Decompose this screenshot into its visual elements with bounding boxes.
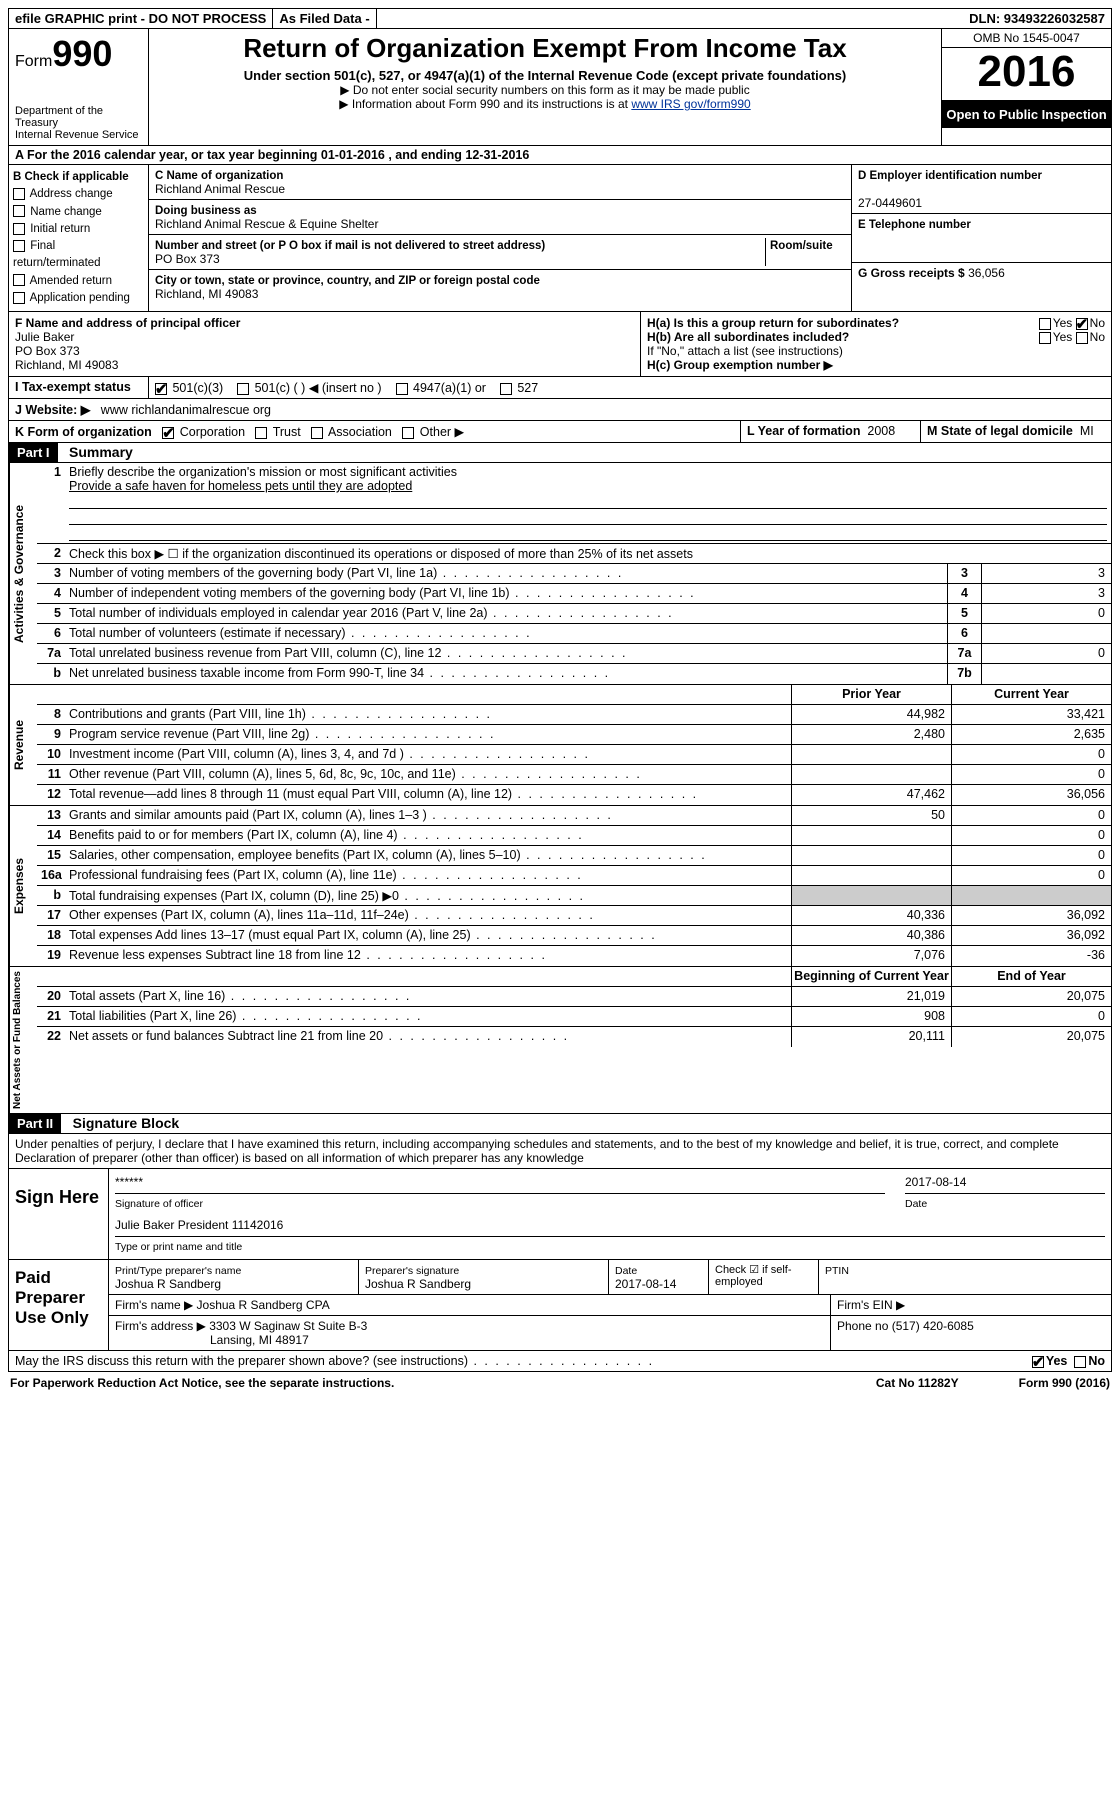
org-dba: Richland Animal Rescue & Equine Shelter: [155, 217, 378, 231]
header-left: Form990 Department of the Treasury Inter…: [9, 29, 149, 145]
discuss-row: May the IRS discuss this return with the…: [8, 1351, 1112, 1372]
part1-bar: Part I Summary: [8, 443, 1112, 463]
col-b-checkboxes: B Check if applicable Address change Nam…: [9, 165, 149, 311]
as-filed: As Filed Data -: [273, 9, 376, 28]
part2-bar: Part II Signature Block: [8, 1114, 1112, 1134]
chk-501c[interactable]: [237, 383, 249, 395]
chk-initial-return[interactable]: [13, 223, 25, 235]
row-j: J Website: ▶ www richlandanimalrescue or…: [8, 399, 1112, 421]
col-f-officer: F Name and address of principal officer …: [9, 312, 641, 376]
org-city: Richland, MI 49083: [155, 287, 258, 301]
section-expenses: Expenses 13Grants and similar amounts pa…: [8, 806, 1112, 967]
header-right: OMB No 1545-0047 2016 Open to Public Ins…: [941, 29, 1111, 145]
chk-pending[interactable]: [13, 292, 25, 304]
gross-receipts: 36,056: [968, 266, 1005, 280]
chk-4947[interactable]: [396, 383, 408, 395]
chk-ha-yes[interactable]: [1039, 318, 1051, 330]
col-h-group: H(a) Is this a group return for subordin…: [641, 312, 1111, 376]
chk-discuss-no[interactable]: [1074, 1356, 1086, 1368]
footer: For Paperwork Reduction Act Notice, see …: [8, 1372, 1112, 1394]
col-c-orginfo: C Name of organizationRichland Animal Re…: [149, 165, 851, 311]
form-title: Return of Organization Exempt From Incom…: [157, 33, 933, 64]
website: www richlandanimalrescue org: [101, 403, 271, 417]
org-addr: PO Box 373: [155, 252, 220, 266]
form-prefix: Form: [15, 53, 52, 70]
section-netassets: Net Assets or Fund Balances Beginning of…: [8, 967, 1112, 1114]
chk-assoc[interactable]: [311, 427, 323, 439]
omb-number: OMB No 1545-0047: [942, 29, 1111, 48]
chk-ha-no[interactable]: [1076, 318, 1088, 330]
header-mid: Return of Organization Exempt From Incom…: [149, 29, 941, 145]
chk-527[interactable]: [500, 383, 512, 395]
paid-preparer-block: Paid Preparer Use Only Print/Type prepar…: [8, 1260, 1112, 1351]
chk-trust[interactable]: [255, 427, 267, 439]
tax-year: 2016: [942, 48, 1111, 101]
chk-name-change[interactable]: [13, 205, 25, 217]
chk-discuss-yes[interactable]: [1032, 1356, 1044, 1368]
chk-final-return[interactable]: [13, 240, 25, 252]
form-header: Form990 Department of the Treasury Inter…: [8, 29, 1112, 146]
chk-other[interactable]: [402, 427, 414, 439]
mission: Provide a safe haven for homeless pets u…: [69, 479, 412, 493]
form-subtitle: Under section 501(c), 527, or 4947(a)(1)…: [157, 68, 933, 83]
dept-treasury: Department of the Treasury Internal Reve…: [15, 105, 142, 141]
topbar: efile GRAPHIC print - DO NOT PROCESS As …: [8, 8, 1112, 29]
ein: 27-0449601: [858, 196, 922, 210]
perjury-text: Under penalties of perjury, I declare th…: [8, 1134, 1112, 1169]
block-fh: F Name and address of principal officer …: [8, 312, 1112, 377]
org-name: Richland Animal Rescue: [155, 182, 285, 196]
section-revenue: Revenue Prior Year Current Year 8Contrib…: [8, 685, 1112, 806]
section-governance: Activities & Governance 1 Briefly descri…: [8, 463, 1112, 685]
note-info: ▶ Information about Form 990 and its ins…: [157, 97, 933, 111]
block-bcd: B Check if applicable Address change Nam…: [8, 165, 1112, 312]
col-d-ids: D Employer identification number27-04496…: [851, 165, 1111, 311]
chk-address-change[interactable]: [13, 188, 25, 200]
note-ssn: ▶ Do not enter social security numbers o…: [157, 83, 933, 97]
chk-corp[interactable]: [162, 427, 174, 439]
dln: DLN: 93493226032587: [963, 9, 1111, 28]
irs-link[interactable]: www IRS gov/form990: [631, 97, 750, 111]
chk-amended[interactable]: [13, 274, 25, 286]
chk-hb-no[interactable]: [1076, 332, 1088, 344]
sign-here-block: Sign Here ****** Signature of officer 20…: [8, 1169, 1112, 1260]
chk-501c3[interactable]: [155, 383, 167, 395]
form-number: 990: [52, 33, 112, 74]
efile-notice: efile GRAPHIC print - DO NOT PROCESS: [9, 9, 273, 28]
row-i: I Tax-exempt status 501(c)(3) 501(c) ( )…: [8, 377, 1112, 399]
row-a-taxyear: A For the 2016 calendar year, or tax yea…: [8, 146, 1112, 165]
open-inspection: Open to Public Inspection: [942, 101, 1111, 128]
row-klm: K Form of organization Corporation Trust…: [8, 421, 1112, 443]
chk-hb-yes[interactable]: [1039, 332, 1051, 344]
